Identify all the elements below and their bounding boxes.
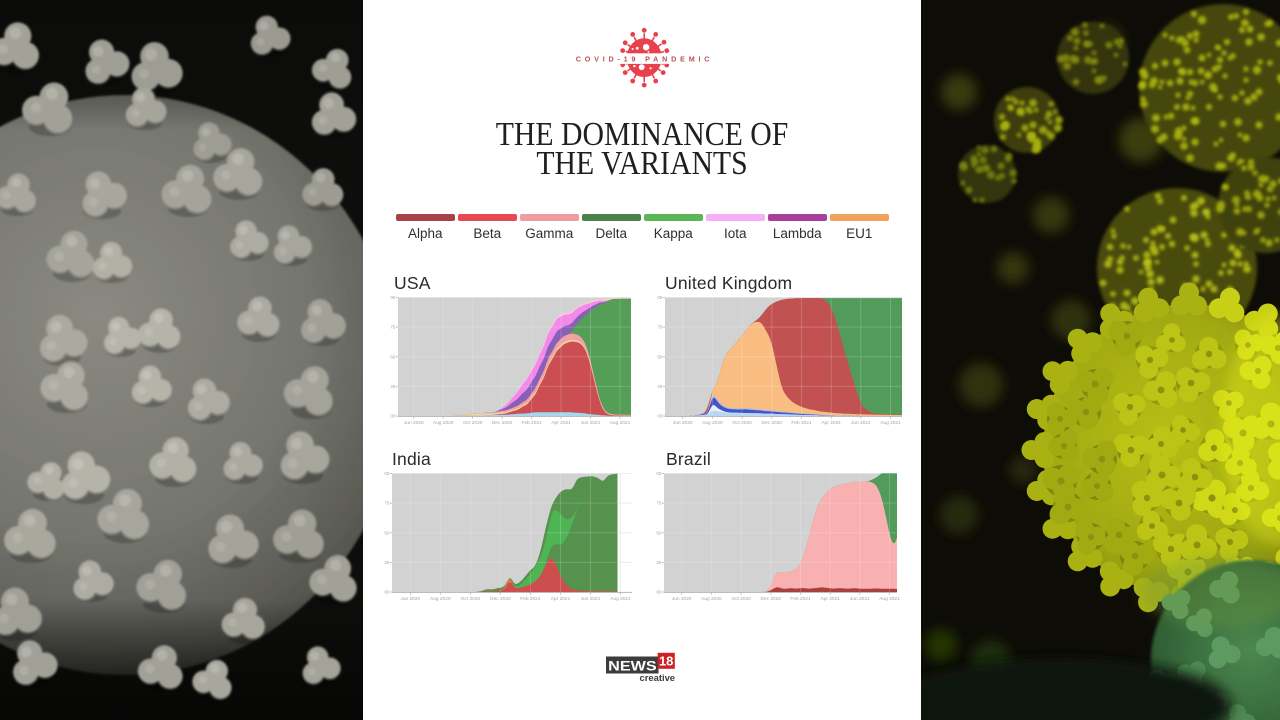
svg-text:Apr 2021: Apr 2021 xyxy=(551,596,571,602)
svg-text:0.00: 0.00 xyxy=(384,590,390,595)
svg-text:0.00: 0.00 xyxy=(657,414,663,419)
svg-text:0.75: 0.75 xyxy=(384,501,390,506)
svg-text:Aug 2020: Aug 2020 xyxy=(433,420,454,426)
svg-text:1.00: 1.00 xyxy=(657,296,663,300)
svg-text:Oct 2020: Oct 2020 xyxy=(463,420,483,426)
svg-text:Oct 2020: Oct 2020 xyxy=(731,596,751,602)
svg-text:Aug 2021: Aug 2021 xyxy=(880,420,901,426)
svg-text:Jun 2021: Jun 2021 xyxy=(851,420,871,426)
svg-text:Jun 2021: Jun 2021 xyxy=(850,596,870,602)
svg-text:Aug 2021: Aug 2021 xyxy=(879,596,900,602)
svg-text:Dec 2020: Dec 2020 xyxy=(761,596,782,602)
svg-text:Jun 2021: Jun 2021 xyxy=(581,420,601,426)
svg-text:Dec 2020: Dec 2020 xyxy=(492,420,513,426)
svg-text:Apr 2021: Apr 2021 xyxy=(821,420,841,426)
svg-text:Oct 2020: Oct 2020 xyxy=(461,596,481,602)
svg-text:Jun 2020: Jun 2020 xyxy=(672,596,692,602)
svg-text:0.50: 0.50 xyxy=(657,354,663,359)
svg-text:0.75: 0.75 xyxy=(657,325,663,330)
svg-text:NEWS: NEWS xyxy=(608,658,657,674)
svg-text:Feb 2021: Feb 2021 xyxy=(791,420,812,426)
svg-text:Jun 2021: Jun 2021 xyxy=(581,596,601,602)
svg-text:Dec 2020: Dec 2020 xyxy=(490,596,511,602)
svg-text:Jun 2020: Jun 2020 xyxy=(673,420,693,426)
svg-text:Aug 2020: Aug 2020 xyxy=(430,596,451,602)
svg-text:Aug 2020: Aug 2020 xyxy=(702,420,723,426)
svg-text:Dec 2020: Dec 2020 xyxy=(762,420,783,426)
svg-text:Aug 2021: Aug 2021 xyxy=(610,420,631,426)
svg-text:Apr 2021: Apr 2021 xyxy=(820,596,840,602)
svg-text:18: 18 xyxy=(659,654,673,669)
svg-text:Aug 2021: Aug 2021 xyxy=(610,596,631,602)
svg-text:Jun 2020: Jun 2020 xyxy=(404,420,424,426)
svg-text:0.50: 0.50 xyxy=(384,530,390,535)
svg-text:0.25: 0.25 xyxy=(390,384,396,389)
svg-text:1.00: 1.00 xyxy=(656,472,662,476)
svg-text:0.25: 0.25 xyxy=(656,560,662,565)
svg-text:0.50: 0.50 xyxy=(390,354,396,359)
svg-text:0.50: 0.50 xyxy=(656,530,662,535)
svg-text:Oct 2020: Oct 2020 xyxy=(732,420,752,426)
svg-text:Feb 2021: Feb 2021 xyxy=(521,420,542,426)
svg-text:0.75: 0.75 xyxy=(656,501,662,506)
svg-text:creative: creative xyxy=(640,672,675,683)
svg-text:0.25: 0.25 xyxy=(657,384,663,389)
svg-text:Feb 2021: Feb 2021 xyxy=(520,596,541,602)
svg-text:Aug 2020: Aug 2020 xyxy=(701,596,722,602)
svg-text:1.00: 1.00 xyxy=(390,296,396,300)
svg-text:0.25: 0.25 xyxy=(384,560,390,565)
svg-text:Apr 2021: Apr 2021 xyxy=(551,420,571,426)
svg-text:Jun 2020: Jun 2020 xyxy=(400,596,420,602)
svg-text:0.00: 0.00 xyxy=(390,414,396,419)
svg-text:COVID-19 PANDEMIC: COVID-19 PANDEMIC xyxy=(576,55,714,64)
svg-text:Feb 2021: Feb 2021 xyxy=(790,596,811,602)
svg-text:0.75: 0.75 xyxy=(390,325,396,330)
svg-text:1.00: 1.00 xyxy=(384,472,390,476)
svg-text:0.00: 0.00 xyxy=(656,590,662,595)
